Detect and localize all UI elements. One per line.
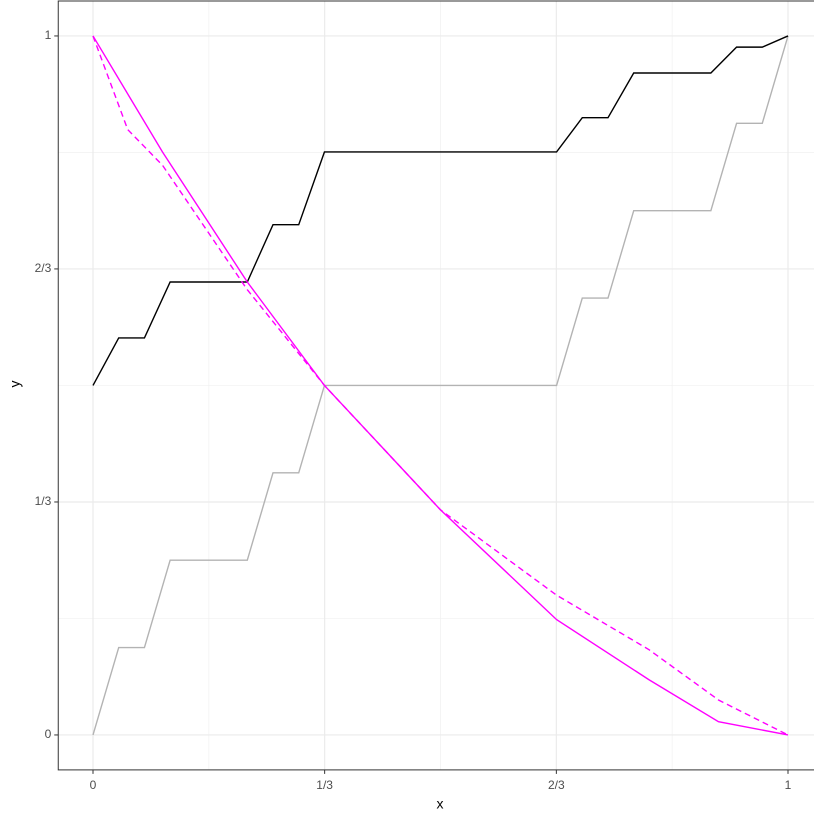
series-line bbox=[92, 35, 789, 736]
x-tick-label: 1 bbox=[785, 778, 792, 792]
panel-border bbox=[57, 0, 814, 771]
y-axis-label: y bbox=[7, 381, 23, 388]
y-tick-label: 1/3 bbox=[35, 494, 52, 508]
x-tick-label: 2/3 bbox=[548, 778, 565, 792]
series-line bbox=[92, 35, 789, 386]
series-line bbox=[92, 35, 789, 736]
y-tick-label: 0 bbox=[45, 727, 52, 741]
x-tick-label: 1/3 bbox=[316, 778, 333, 792]
x-axis-label: x bbox=[437, 796, 444, 812]
series-line bbox=[92, 35, 789, 736]
y-tick-label: 1 bbox=[45, 28, 52, 42]
y-tick-label: 2/3 bbox=[35, 261, 52, 275]
x-tick-label: 0 bbox=[90, 778, 97, 792]
